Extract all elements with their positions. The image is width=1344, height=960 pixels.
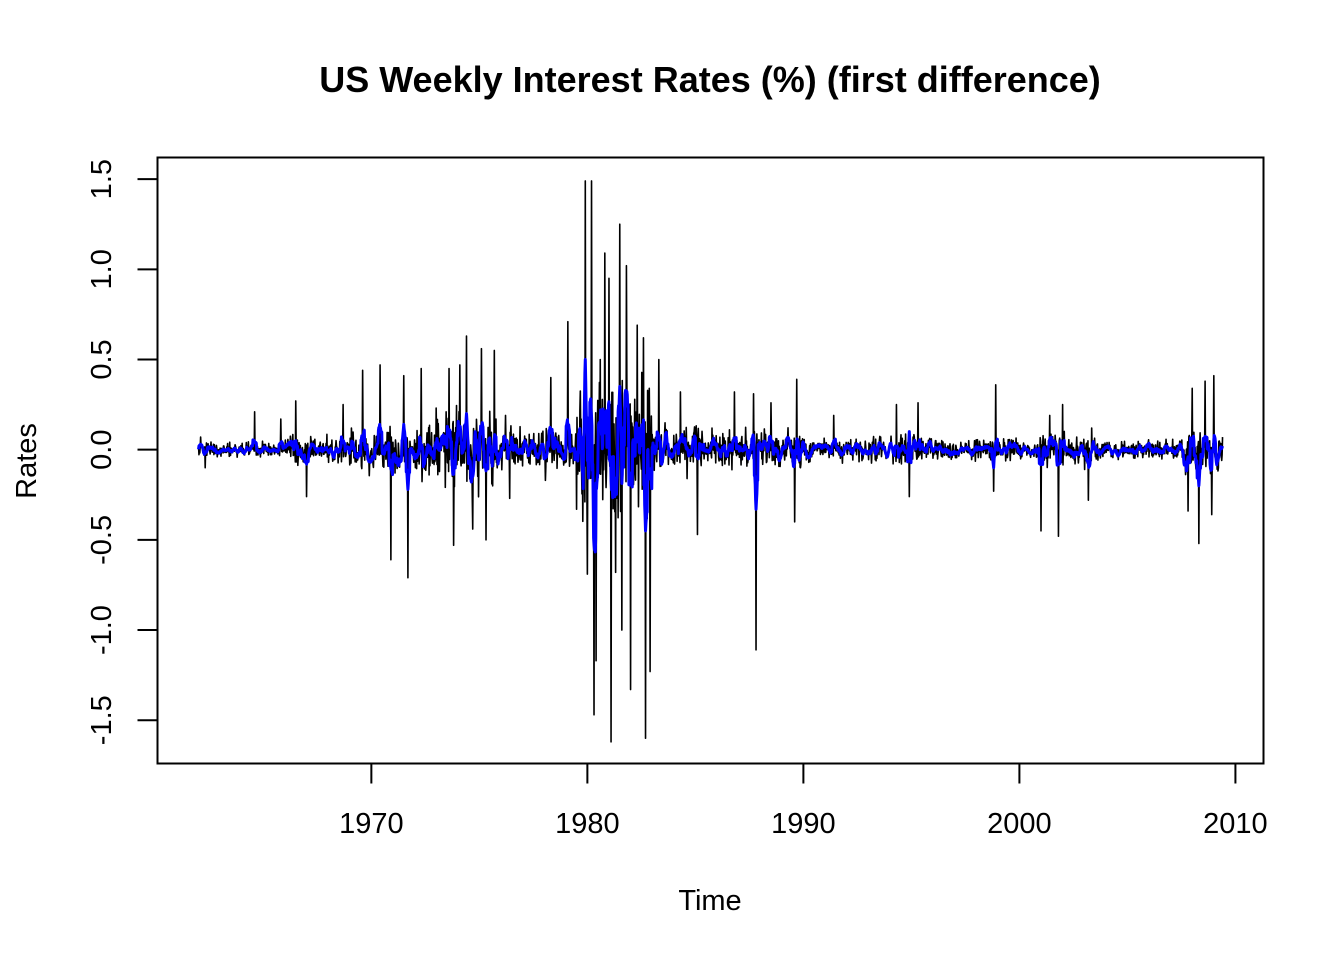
- x-tick-label: 2000: [987, 808, 1052, 840]
- x-axis: 1970 1980 1990 2000 2010: [339, 762, 1268, 840]
- x-tick-label: 1980: [555, 808, 620, 840]
- series-line-smoothed: [197, 358, 1224, 554]
- y-axis: -1.5 -1.0 -0.5 0.0 0.5 1.0 1.5: [86, 159, 159, 745]
- y-tick-label: -0.5: [86, 515, 118, 565]
- y-tick-label: -1.0: [86, 605, 118, 655]
- x-tick-label: 1990: [771, 808, 836, 840]
- y-tick-label: 1.5: [86, 159, 118, 199]
- y-tick-label: 0.0: [86, 430, 118, 470]
- x-tick-label: 2010: [1203, 808, 1268, 840]
- x-tick-label: 1970: [339, 808, 404, 840]
- series-layer: [197, 180, 1224, 743]
- chart-title: US Weekly Interest Rates (%) (first diff…: [319, 59, 1101, 100]
- y-tick-label: 0.5: [86, 339, 118, 379]
- x-axis-label: Time: [678, 885, 741, 917]
- y-axis-label: Rates: [11, 423, 43, 499]
- y-tick-label: 1.0: [86, 249, 118, 289]
- y-tick-label: -1.5: [86, 695, 118, 745]
